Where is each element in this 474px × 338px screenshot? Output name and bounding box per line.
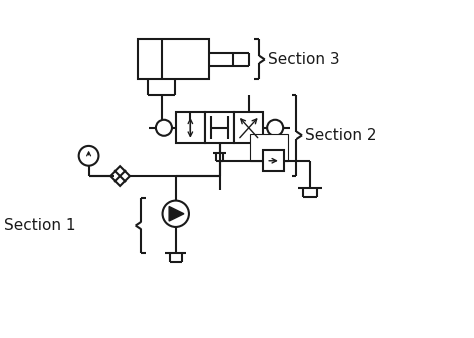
Text: Section 1: Section 1 bbox=[4, 218, 75, 233]
Bar bbox=[138, 40, 209, 79]
Bar bbox=[263, 150, 284, 171]
Bar bbox=[234, 113, 264, 143]
Bar bbox=[205, 113, 234, 143]
Bar bbox=[176, 113, 205, 143]
Bar bbox=[250, 134, 288, 161]
Text: Section 2: Section 2 bbox=[305, 128, 376, 143]
Polygon shape bbox=[169, 207, 184, 221]
Text: Section 3: Section 3 bbox=[268, 52, 339, 67]
